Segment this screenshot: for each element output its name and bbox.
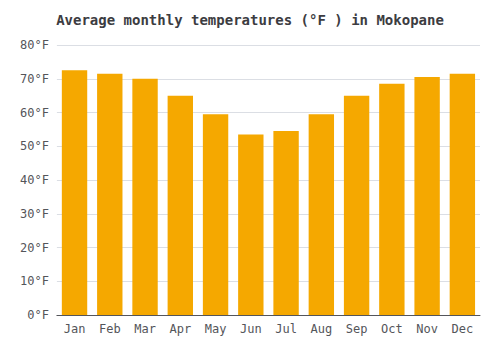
svg-text:20°F: 20°F — [20, 241, 49, 255]
svg-text:Oct: Oct — [381, 322, 403, 336]
svg-text:Sep: Sep — [346, 322, 368, 336]
svg-text:70°F: 70°F — [20, 72, 49, 86]
svg-text:Feb: Feb — [99, 322, 121, 336]
svg-text:50°F: 50°F — [20, 139, 49, 153]
svg-text:10°F: 10°F — [20, 274, 49, 288]
svg-text:May: May — [205, 322, 227, 336]
svg-text:80°F: 80°F — [20, 38, 49, 52]
svg-text:60°F: 60°F — [20, 106, 49, 120]
svg-text:Mar: Mar — [134, 322, 156, 336]
svg-text:Aug: Aug — [310, 322, 332, 336]
svg-text:Jul: Jul — [275, 322, 297, 336]
svg-text:0°F: 0°F — [27, 308, 49, 322]
svg-text:Jun: Jun — [240, 322, 262, 336]
svg-text:30°F: 30°F — [20, 207, 49, 221]
svg-text:40°F: 40°F — [20, 173, 49, 187]
svg-text:Dec: Dec — [452, 322, 474, 336]
svg-text:Nov: Nov — [416, 322, 438, 336]
svg-text:Jan: Jan — [64, 322, 86, 336]
svg-text:Apr: Apr — [169, 322, 191, 336]
svg-text:Average monthly temperatures (: Average monthly temperatures (°F ) in Mo… — [56, 12, 444, 28]
